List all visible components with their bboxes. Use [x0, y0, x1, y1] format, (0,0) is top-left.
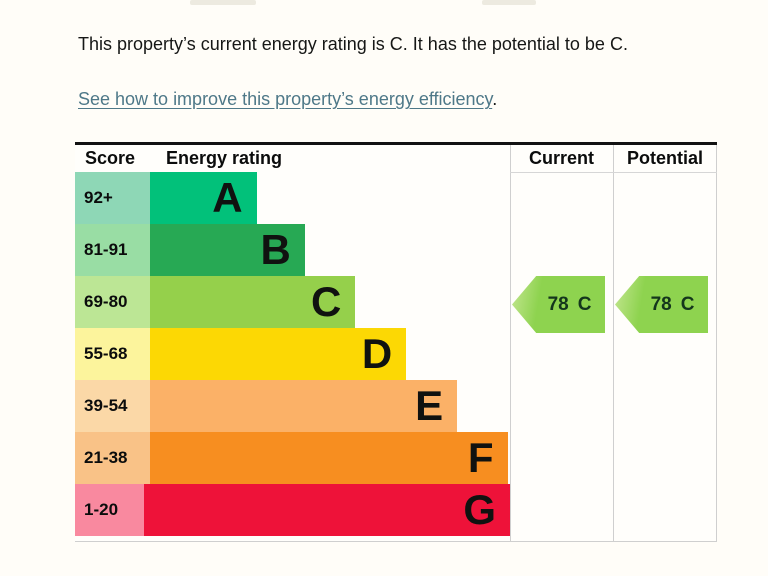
current-rating-arrow: 78 C: [512, 276, 605, 333]
rating-summary-text: This property’s current energy rating is…: [78, 34, 628, 54]
header-underline: [510, 172, 717, 173]
band-bar-d: D: [150, 328, 407, 380]
band-row-e: 39-54 E: [75, 380, 510, 432]
score-range: 39-54: [75, 380, 150, 432]
potential-rating-value: 78: [650, 293, 672, 315]
improve-efficiency-link[interactable]: See how to improve this property’s energ…: [78, 89, 493, 109]
band-bar-b: B: [150, 224, 305, 276]
band-bar-g: G: [143, 484, 510, 536]
potential-rating-band: C: [680, 293, 695, 315]
score-range: 69-80: [75, 276, 150, 328]
score-range: 1-20: [75, 484, 144, 536]
band-bar-c: C: [150, 276, 356, 328]
band-row-c: 69-80 C: [75, 276, 510, 328]
band-row-d: 55-68 D: [75, 328, 510, 380]
column-header-current: Current: [528, 148, 594, 168]
cropped-heading-remnant: [482, 0, 536, 5]
band-bar-f: F: [150, 432, 508, 484]
rating-bands: 92+ A 81-91 B 69-80 C 55-68 D 39-54 E 21…: [75, 172, 510, 536]
score-range: 55-68: [75, 328, 150, 380]
table-right-border: [716, 145, 717, 542]
epc-rating-chart: Score Energy rating Current Potential 92…: [75, 142, 717, 542]
score-range: 92+: [75, 172, 150, 224]
chart-header-row: Score Energy rating Current Potential: [75, 145, 717, 172]
column-header-energy-rating: Energy rating: [166, 148, 283, 168]
band-row-f: 21-38 F: [75, 432, 510, 484]
band-row-g: 1-20 G: [75, 484, 510, 536]
column-header-potential: Potential: [626, 148, 703, 168]
current-rating-value: 78: [547, 293, 569, 315]
score-range: 81-91: [75, 224, 150, 276]
current-rating-band: C: [577, 293, 592, 315]
table-bottom-border: [75, 541, 717, 542]
link-trailing-period: .: [492, 89, 498, 109]
band-bar-e: E: [150, 380, 458, 432]
band-row-a: 92+ A: [75, 172, 510, 224]
cropped-heading-remnant: [190, 0, 256, 5]
band-bar-a: A: [150, 172, 257, 224]
improve-link-line: See how to improve this property’s energ…: [78, 89, 497, 110]
current-column-divider: [510, 145, 511, 542]
band-row-b: 81-91 B: [75, 224, 510, 276]
score-range: 21-38: [75, 432, 150, 484]
potential-rating-arrow: 78 C: [615, 276, 708, 333]
potential-column-divider: [613, 145, 614, 542]
column-header-score: Score: [85, 148, 136, 168]
